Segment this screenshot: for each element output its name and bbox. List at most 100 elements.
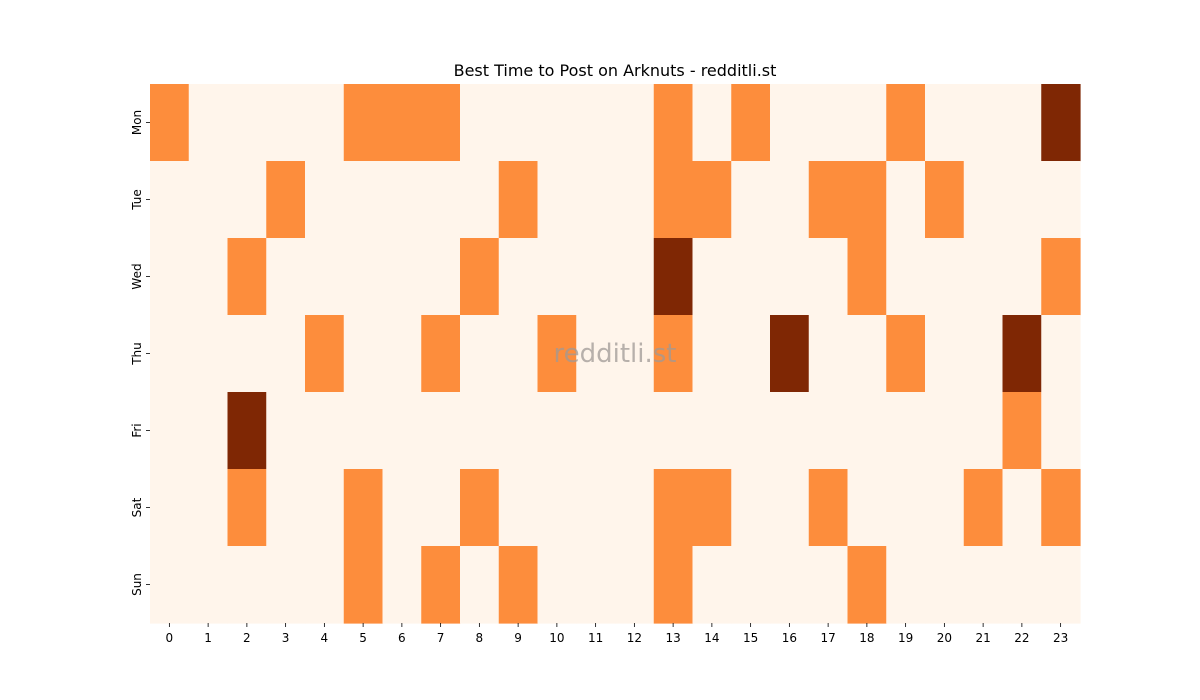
heatmap-cell — [1002, 546, 1042, 624]
heatmap-cell — [692, 469, 732, 547]
heatmap-cell — [460, 469, 500, 547]
heatmap-cell — [886, 238, 926, 316]
heatmap-cell — [266, 315, 306, 393]
heatmap-cell — [653, 315, 694, 393]
x-axis: 0 1 2 3 4 5 6 7 8 9 10 11 12 13 14 15 16 17 18 19 20 21 22 23 — [166, 623, 1068, 645]
heatmap-cell — [808, 392, 849, 470]
heatmap-cell — [305, 546, 345, 624]
x-tick-label: 0 — [166, 631, 174, 645]
heatmap-cell — [886, 546, 926, 624]
heatmap-cell — [886, 392, 926, 470]
y-tick-label: Sat — [130, 497, 144, 517]
heatmap-cell — [808, 161, 849, 239]
watermark: redditli.st — [554, 339, 677, 369]
heatmap-cell — [382, 84, 422, 162]
heatmap-cell — [343, 161, 384, 239]
heatmap-cell — [925, 84, 965, 162]
x-tick-label: 5 — [359, 631, 367, 645]
heatmap-cell — [1041, 238, 1081, 316]
x-tick-label: 11 — [588, 631, 603, 645]
heatmap-cell — [305, 469, 345, 547]
x-tick-label: 9 — [514, 631, 522, 645]
heatmap-cell — [1041, 161, 1081, 239]
heatmap-cell — [615, 315, 655, 393]
heatmap-cell — [576, 161, 616, 239]
heatmap-cell — [1041, 84, 1081, 162]
x-tick-label: 1 — [204, 631, 212, 645]
heatmap-cell — [692, 315, 732, 393]
heatmap-cell — [731, 161, 771, 239]
heatmap-cell — [808, 546, 849, 624]
x-tick-label: 4 — [321, 631, 329, 645]
heatmap-cell — [770, 392, 810, 470]
heatmap-cell — [150, 84, 190, 162]
heatmap-cell — [963, 161, 1004, 239]
chart-title: Best Time to Post on Arknuts - redditli.… — [454, 61, 777, 80]
heatmap-cell — [266, 238, 306, 316]
heatmap-cell — [692, 238, 732, 316]
heatmap-cell — [343, 546, 384, 624]
heatmap-cell — [382, 238, 422, 316]
heatmap-cell — [576, 546, 616, 624]
heatmap-cell — [188, 392, 229, 470]
heatmap-cell — [1041, 469, 1081, 547]
heatmap-cell — [653, 546, 694, 624]
heatmap-cells — [150, 84, 1081, 624]
heatmap-cell — [576, 469, 616, 547]
heatmap-cell — [188, 161, 229, 239]
heatmap-cell — [460, 161, 500, 239]
heatmap-cell — [150, 161, 190, 239]
heatmap-cell — [227, 161, 267, 239]
heatmap-cell — [847, 469, 887, 547]
heatmap-cell — [770, 238, 810, 316]
heatmap-cell — [731, 392, 771, 470]
heatmap-cell — [731, 84, 771, 162]
heatmap-cell — [188, 315, 229, 393]
heatmap-cell — [498, 392, 539, 470]
x-tick-label: 17 — [820, 631, 835, 645]
heatmap-cell — [847, 392, 887, 470]
x-tick-label: 14 — [704, 631, 719, 645]
heatmap-cell — [150, 238, 190, 316]
heatmap-cell — [615, 546, 655, 624]
heatmap-cell — [731, 315, 771, 393]
heatmap-cell — [421, 546, 461, 624]
heatmap-cell — [886, 469, 926, 547]
heatmap-cell — [963, 84, 1004, 162]
heatmap-cell — [343, 84, 384, 162]
heatmap-cell — [731, 238, 771, 316]
heatmap-cell — [963, 315, 1004, 393]
heatmap-cell — [227, 469, 267, 547]
heatmap-cell — [460, 238, 500, 316]
heatmap-cell — [1002, 238, 1042, 316]
heatmap-cell — [1002, 315, 1042, 393]
heatmap-cell — [227, 315, 267, 393]
heatmap-cell — [886, 161, 926, 239]
heatmap-cell — [653, 238, 694, 316]
heatmap-cell — [1002, 84, 1042, 162]
heatmap-cell — [266, 392, 306, 470]
heatmap-cell — [537, 392, 577, 470]
heatmap-cell — [537, 161, 577, 239]
heatmap-cell — [963, 546, 1004, 624]
heatmap-cell — [305, 161, 345, 239]
heatmap-cell — [847, 84, 887, 162]
heatmap-cell — [847, 546, 887, 624]
y-tick-label: Fri — [130, 423, 144, 437]
heatmap-cell — [382, 315, 422, 393]
heatmap-cell — [653, 161, 694, 239]
heatmap-cell — [1002, 161, 1042, 239]
x-tick-label: 10 — [549, 631, 564, 645]
heatmap-cell — [925, 546, 965, 624]
heatmap-cell — [692, 546, 732, 624]
heatmap-cell — [460, 546, 500, 624]
heatmap-cell — [653, 84, 694, 162]
heatmap-cell — [576, 315, 616, 393]
heatmap-cell — [770, 84, 810, 162]
heatmap-cell — [498, 238, 539, 316]
heatmap-cell — [770, 469, 810, 547]
heatmap-cell — [188, 238, 229, 316]
heatmap-cell — [537, 469, 577, 547]
